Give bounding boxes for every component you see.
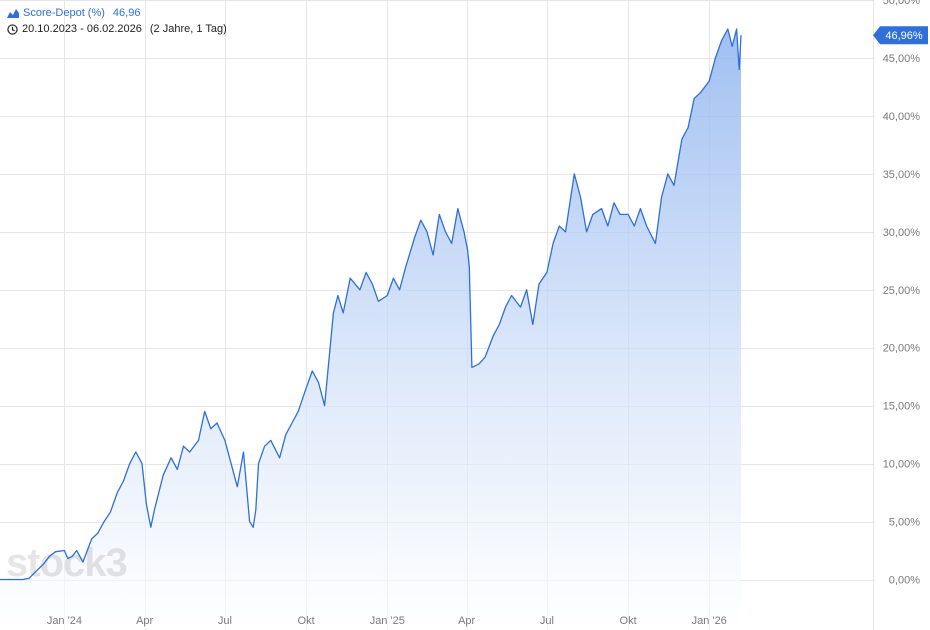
last-value-label: 46,96% (885, 30, 923, 42)
x-tick-label: Jul (218, 615, 232, 627)
y-tick-label: 30,00% (883, 227, 921, 239)
y-tick-label: 0,00% (889, 575, 920, 587)
series-area (0, 29, 741, 630)
x-tick-label: Jan '26 (692, 615, 727, 627)
legend-current-value: 46,96 (112, 7, 141, 19)
y-tick-label: 45,00% (883, 53, 921, 65)
duration: (2 Jahre, 1 Tag) (149, 23, 227, 35)
legend-series[interactable]: Score-Depot (%) 46,96 (7, 6, 140, 20)
y-tick-label: 50,00% (883, 0, 921, 7)
x-tick-label: Apr (458, 615, 475, 627)
y-tick-label: 5,00% (889, 517, 920, 529)
period-info: 20.10.2023 - 06.02.2026 (2 Jahre, 1 Tag) (7, 22, 227, 36)
date-range: 20.10.2023 - 06.02.2026 (22, 23, 142, 35)
area-layer (0, 29, 741, 630)
legend-series-label: Score-Depot (%) (23, 7, 105, 19)
stock3-watermark: stock3 (6, 541, 127, 585)
x-tick-label: Jan '24 (47, 615, 82, 627)
y-tick-label: 25,00% (883, 285, 921, 297)
x-tick-label: Jul (540, 615, 554, 627)
y-tick-label: 35,00% (883, 169, 921, 181)
x-axis: Jan '24 Apr Jul Okt Jan '25 Apr Jul Okt Jan '26 (47, 615, 727, 627)
x-tick-label: Okt (298, 615, 315, 627)
last-value-badge: 46,96% (873, 26, 928, 45)
series-line (0, 28, 742, 581)
area-chart-icon (7, 9, 19, 18)
x-tick-label: Okt (620, 615, 637, 627)
clock-icon (7, 23, 18, 35)
y-tick-label: 15,00% (883, 401, 921, 413)
y-axis: 0,00% 5,00% 10,00% 15,00% 20,00% 25,00% 30,00%… (883, 0, 921, 587)
y-tick-label: 40,00% (883, 111, 921, 123)
x-tick-label: Apr (136, 615, 153, 627)
y-tick-label: 20,00% (883, 343, 921, 355)
last-value-badge-bg (873, 26, 928, 45)
y-tick-label: 10,00% (883, 459, 921, 471)
line-layer (0, 28, 742, 581)
x-tick-label: Jan '25 (370, 615, 405, 627)
